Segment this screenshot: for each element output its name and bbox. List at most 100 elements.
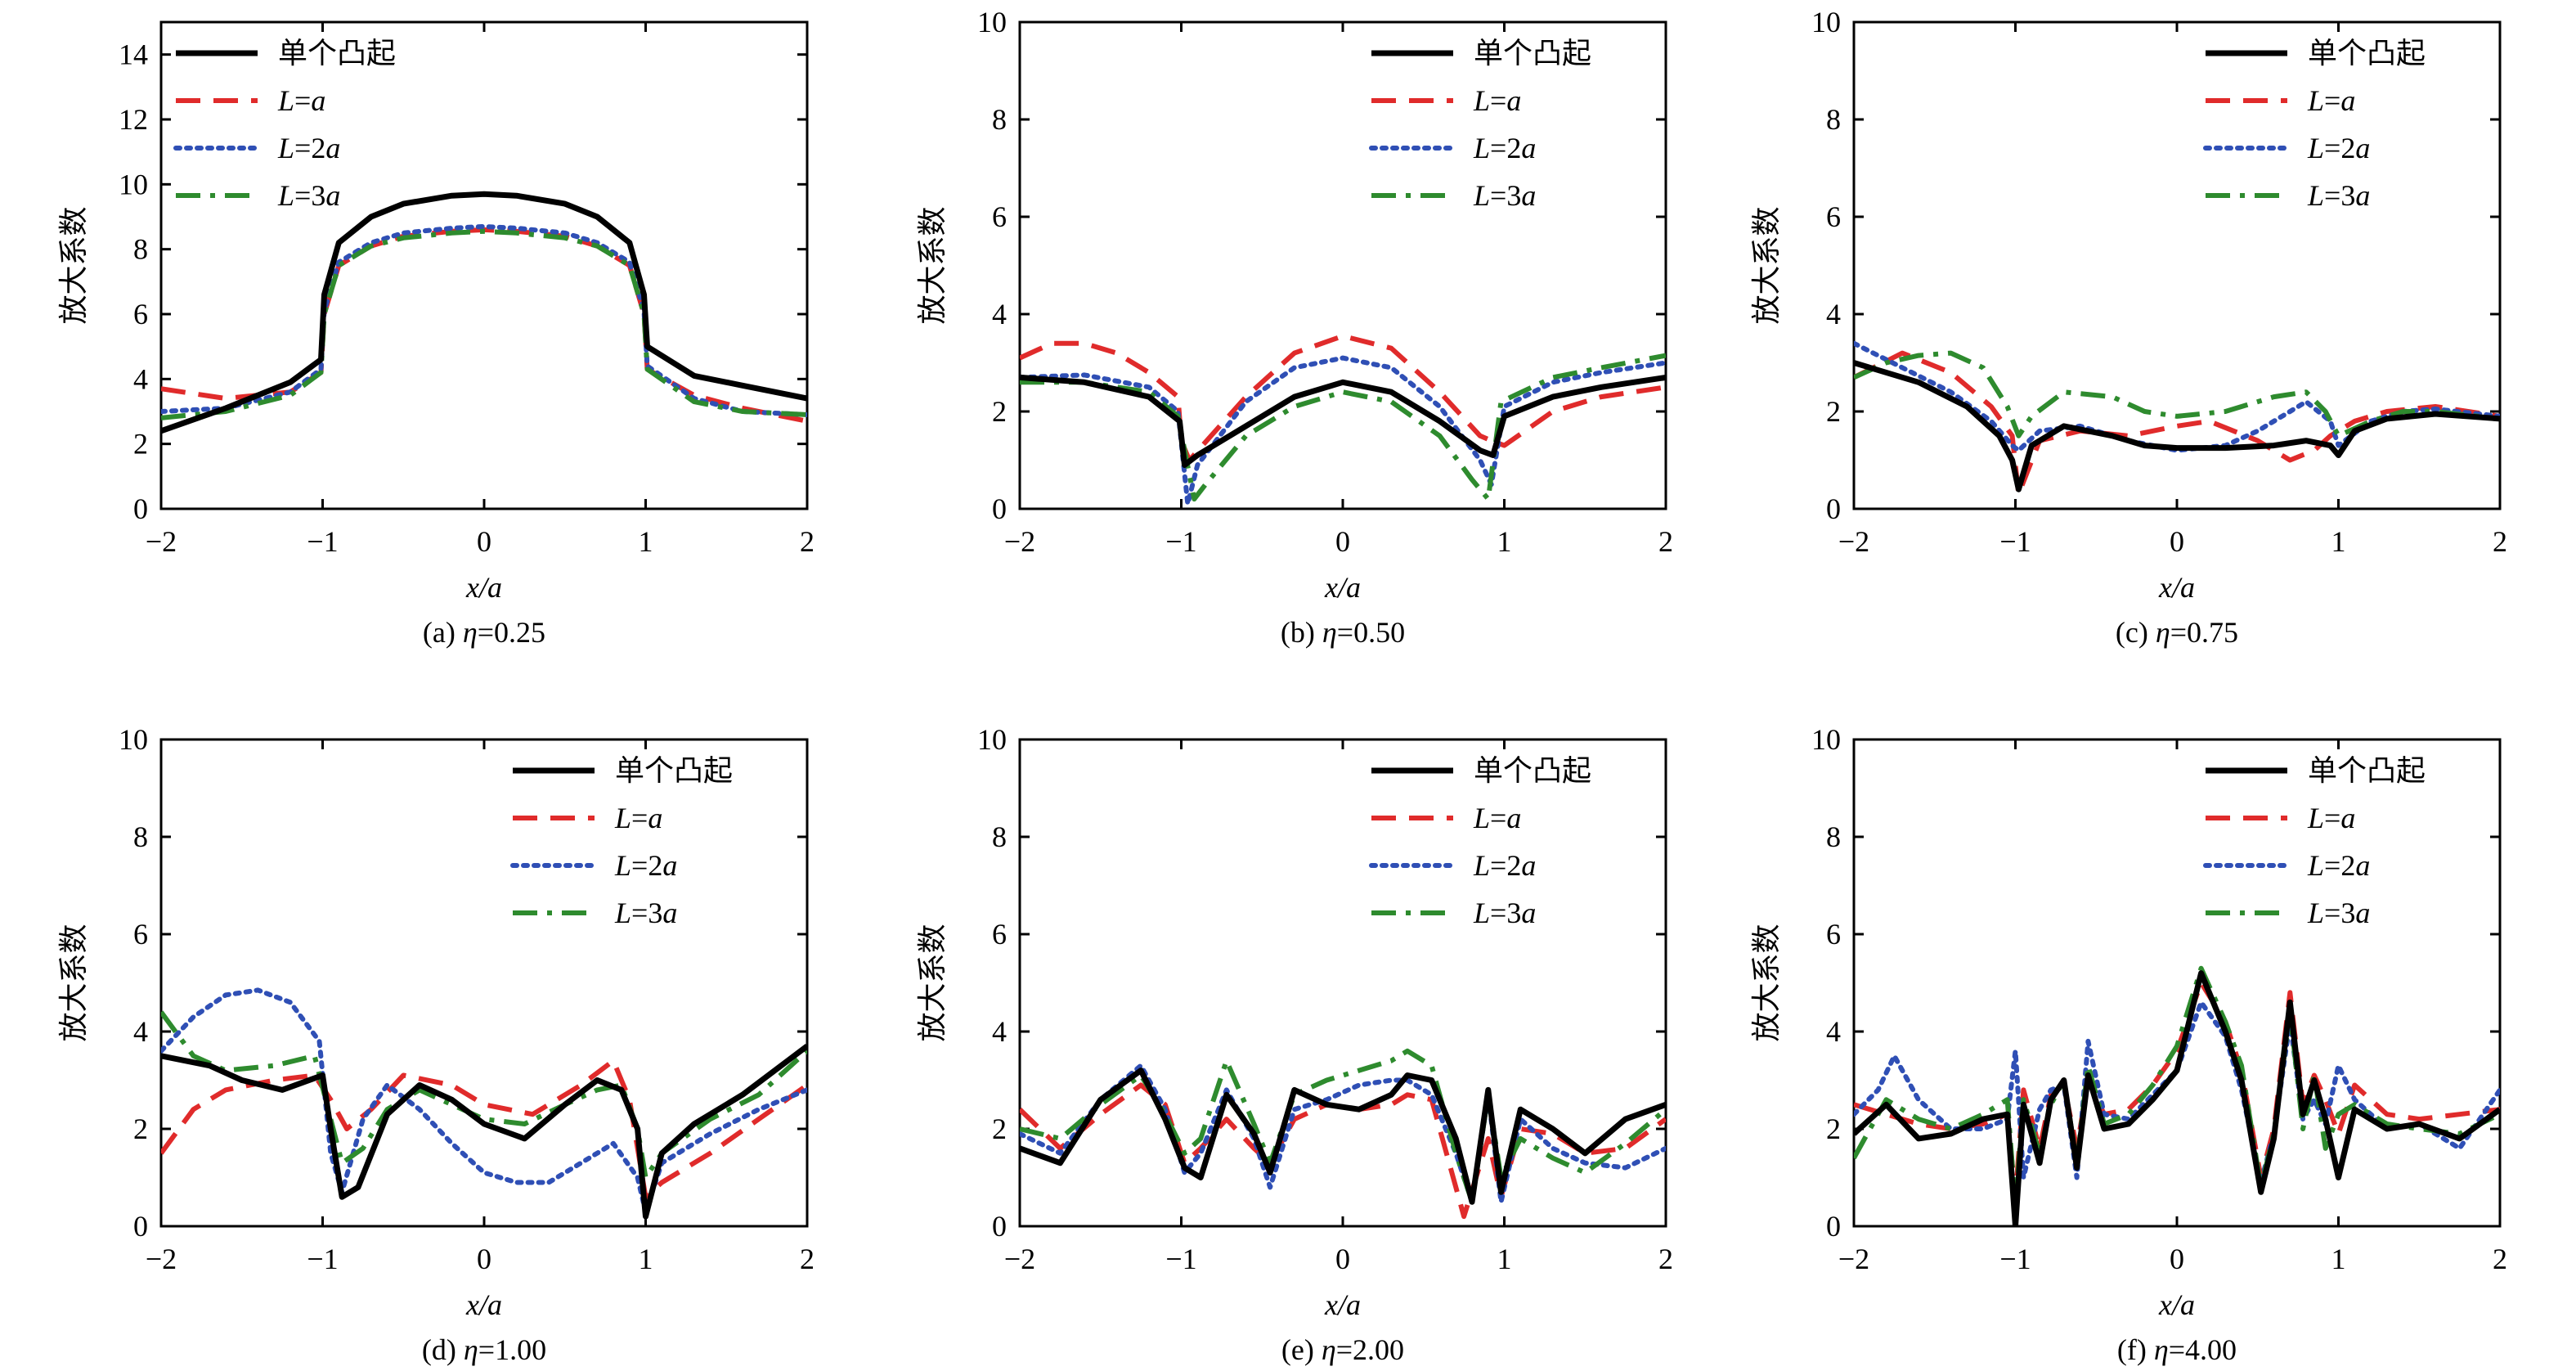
caption-eta: η — [1322, 1333, 1336, 1366]
series-line-L1 — [1854, 980, 2500, 1200]
legend-label-L1: L=a — [2307, 84, 2355, 117]
caption-eta: η — [1322, 616, 1337, 649]
y-tick-label: 4 — [992, 1015, 1007, 1048]
series-line-L1 — [1020, 333, 1666, 463]
chart-panel-2: −2 −1 0 1 2 0 2 4 6 8 10 x/a 放大系数 (c) η=0.75 单个凸起 L=a L=… — [1750, 6, 2507, 649]
y-tick-label: 2 — [133, 428, 148, 461]
x-tick-label: 2 — [800, 1243, 815, 1275]
legend-label-L3: L=3a — [2307, 897, 2370, 929]
x-tick-label: 1 — [639, 525, 653, 558]
y-tick-label: 4 — [133, 1015, 148, 1048]
y-tick-label: 0 — [992, 1210, 1007, 1243]
y-tick-label: 8 — [1826, 103, 1841, 136]
panel-caption: (d) η=1.00 — [422, 1333, 546, 1366]
y-axis-label: 放大系数 — [1750, 924, 1784, 1041]
y-tick-label: 0 — [1826, 492, 1841, 525]
series-line-L1 — [1854, 350, 2500, 497]
x-tick-label: 2 — [800, 525, 815, 558]
series-line-single — [1854, 970, 2500, 1226]
legend-label-L2: L=2a — [2307, 849, 2370, 882]
x-tick-label: 0 — [2170, 1243, 2184, 1275]
legend-label-L1: L=a — [277, 84, 325, 117]
caption-eta: η — [463, 616, 478, 649]
series-line-L3 — [1020, 353, 1666, 502]
x-tick-label: 2 — [1658, 525, 1673, 558]
y-tick-label: 4 — [133, 362, 148, 395]
y-tick-label: 0 — [133, 492, 148, 525]
legend-label-L2: L=2a — [277, 132, 340, 164]
x-tick-label: 0 — [1335, 1243, 1350, 1275]
caption-eta: η — [2156, 616, 2170, 649]
legend-label-L2: L=2a — [614, 849, 677, 882]
legend-label-L2: L=2a — [1473, 849, 1536, 882]
caption-value: =2.00 — [1336, 1333, 1404, 1366]
series-line-L2 — [1854, 1000, 2500, 1185]
x-tick-label: −1 — [307, 525, 338, 558]
caption-value: =0.50 — [1337, 616, 1405, 649]
y-tick-label: 6 — [1826, 200, 1841, 233]
y-tick-label: 4 — [992, 298, 1007, 330]
y-tick-label: 2 — [1826, 395, 1841, 428]
x-tick-label: −1 — [1165, 1243, 1196, 1275]
y-tick-label: 14 — [119, 38, 148, 71]
y-tick-label: 4 — [1826, 298, 1841, 330]
series-line-single — [1854, 360, 2500, 492]
series-line-single — [161, 191, 807, 434]
x-tick-label: 0 — [2170, 525, 2184, 558]
x-tick-label: 1 — [1497, 525, 1512, 558]
legend-label-L1: L=a — [1473, 84, 1521, 117]
x-tick-label: 1 — [1497, 1243, 1512, 1275]
y-tick-label: 2 — [992, 1113, 1007, 1145]
y-tick-label: 0 — [992, 492, 1007, 525]
caption-eta: η — [464, 1333, 478, 1366]
chart-panel-3: −2 −1 0 1 2 0 2 4 6 8 10 x/a 放大系数 (d) η=1.00 单个凸起 L=a L=… — [57, 723, 815, 1366]
x-axis-label: x/a — [2158, 1288, 2195, 1321]
y-tick-label: 8 — [992, 103, 1007, 136]
x-tick-label: −2 — [1838, 525, 1869, 558]
legend-label-single: 单个凸起 — [1474, 37, 1591, 70]
x-tick-label: −1 — [1999, 525, 2031, 558]
series-line-single — [1020, 1068, 1666, 1205]
series-line-L2 — [161, 223, 807, 417]
y-tick-label: 10 — [977, 723, 1007, 756]
series-line-L2 — [1020, 355, 1666, 506]
caption-value: =0.25 — [478, 616, 545, 649]
y-tick-label: 10 — [119, 168, 148, 200]
legend-label-L3: L=3a — [277, 179, 340, 212]
x-tick-label: 1 — [2331, 1243, 2346, 1275]
series-line-L2 — [161, 987, 807, 1215]
y-tick-label: 6 — [133, 918, 148, 951]
caption-prefix: (f) — [2117, 1333, 2154, 1366]
caption-value: =1.00 — [478, 1333, 546, 1366]
x-tick-label: −1 — [307, 1243, 338, 1275]
y-axis-label: 放大系数 — [57, 206, 91, 324]
y-axis-label: 放大系数 — [1750, 206, 1784, 324]
x-tick-label: −2 — [1838, 1243, 1869, 1275]
legend-label-L3: L=3a — [1473, 897, 1536, 929]
caption-prefix: (d) — [422, 1333, 464, 1366]
plot-frame — [1852, 738, 2502, 1228]
x-axis-label: x/a — [1324, 571, 1361, 604]
x-axis-label: x/a — [465, 1288, 502, 1321]
panel-caption: (b) η=0.50 — [1281, 616, 1405, 649]
y-tick-label: 12 — [119, 103, 148, 136]
y-axis-label: 放大系数 — [57, 924, 91, 1041]
y-tick-label: 6 — [992, 918, 1007, 951]
legend-label-L2: L=2a — [2307, 132, 2370, 164]
legend-label-single: 单个凸起 — [278, 37, 396, 70]
x-axis-label: x/a — [465, 571, 502, 604]
x-tick-label: 0 — [477, 1243, 491, 1275]
y-tick-label: 10 — [1811, 6, 1841, 38]
chart-panel-4: −2 −1 0 1 2 0 2 4 6 8 10 x/a 放大系数 (e) η=2.00 单个凸起 L=a L=… — [916, 723, 1673, 1366]
plot-frame — [159, 20, 809, 510]
y-tick-label: 8 — [1826, 820, 1841, 853]
legend-label-single: 单个凸起 — [2308, 37, 2426, 70]
x-tick-label: 1 — [2331, 525, 2346, 558]
y-tick-label: 8 — [992, 820, 1007, 853]
x-tick-label: −1 — [1999, 1243, 2031, 1275]
panel-caption: (a) η=0.25 — [423, 616, 545, 649]
series-line-L3 — [161, 228, 807, 420]
caption-prefix: (a) — [423, 616, 463, 649]
